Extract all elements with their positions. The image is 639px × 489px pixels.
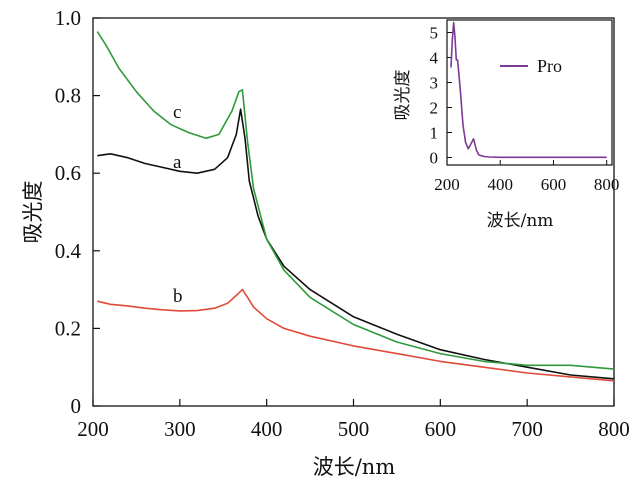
series-line-a — [97, 108, 615, 380]
series-line-c — [96, 31, 615, 370]
main-x-tick-label: 600 — [425, 417, 457, 441]
inset-tick-labels: 200 400 600 800 0 1 2 3 4 5 — [430, 24, 620, 195]
main-y-tick-label: 0.2 — [55, 316, 81, 340]
inset-x-tick-label: 800 — [594, 175, 620, 194]
inset-y-tick-label: 0 — [430, 149, 439, 168]
main-x-tick-label: 400 — [251, 417, 283, 441]
inset-chart: 200 400 600 800 0 1 2 3 4 5 Pro 波长/nm 吸光度 — [393, 19, 620, 231]
series-line-b — [97, 288, 615, 382]
inset-y-tick-label: 5 — [430, 24, 439, 43]
main-y-tick-label: 0.4 — [55, 239, 82, 263]
curve-label-a: a — [173, 152, 182, 173]
main-x-tick-label: 500 — [338, 417, 370, 441]
main-x-tick-label: 200 — [77, 417, 109, 441]
main-x-axis-title: 波长/nm — [313, 455, 396, 479]
main-x-tick-label: 300 — [164, 417, 196, 441]
inset-y-tick-label: 3 — [430, 74, 439, 93]
main-y-tick-label: 0.8 — [55, 84, 81, 108]
inset-series-line-pro — [450, 21, 607, 159]
main-tick-labels: 200 300 400 500 600 700 800 0 0.2 0.4 0.6 0.8 1.0 — [55, 6, 630, 441]
legend-label-pro: Pro — [537, 56, 562, 76]
inset-x-tick-label: 400 — [487, 175, 513, 194]
curve-label-b: b — [173, 286, 183, 307]
inset-y-axis-title: 吸光度 — [393, 70, 413, 121]
inset-x-tick-label: 600 — [541, 175, 567, 194]
inset-y-tick-label: 2 — [430, 99, 439, 118]
main-y-tick-label: 0 — [71, 394, 82, 418]
main-y-tick-label: 1.0 — [55, 6, 81, 30]
main-x-tick-label: 800 — [598, 417, 630, 441]
main-y-axis-title: 吸光度 — [21, 181, 45, 244]
main-x-tick-label: 700 — [511, 417, 543, 441]
inset-curve — [450, 21, 607, 159]
main-axis-ticks — [92, 17, 615, 407]
curve-label-c: c — [173, 102, 181, 123]
inset-axis-ticks — [446, 32, 608, 165]
main-curves — [96, 31, 615, 382]
inset-x-tick-label: 200 — [434, 175, 460, 194]
inset-x-axis-title: 波长/nm — [487, 211, 554, 231]
main-y-tick-label: 0.6 — [55, 161, 81, 185]
inset-y-tick-label: 1 — [430, 124, 439, 143]
inset-y-tick-label: 4 — [430, 49, 439, 68]
